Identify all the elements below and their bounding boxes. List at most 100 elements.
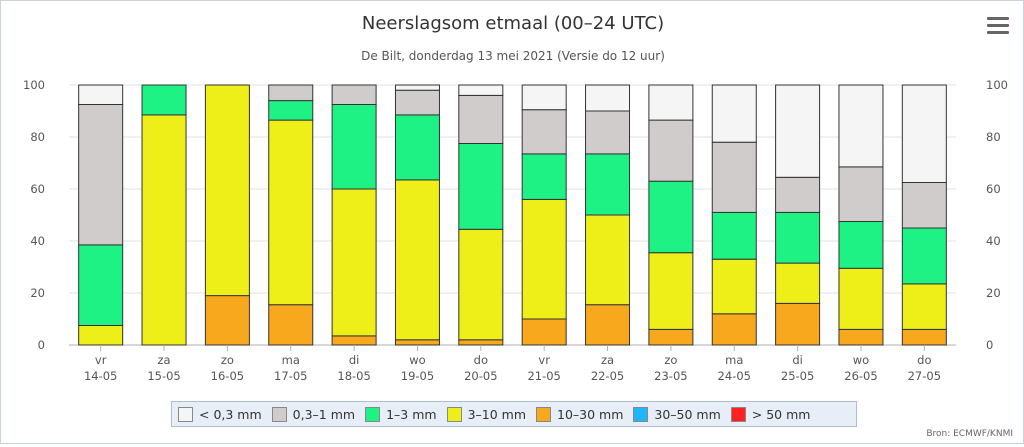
- bar-segment[interactable]: [204, 84, 250, 297]
- legend-swatch: [633, 406, 649, 422]
- legend-item[interactable]: 1–3 mm: [365, 404, 437, 424]
- y-tick-label-right: 20: [986, 286, 1001, 300]
- bar-segment[interactable]: [141, 114, 187, 346]
- bar-segment[interactable]: [521, 318, 567, 346]
- bar-segment[interactable]: [648, 328, 694, 346]
- legend-item[interactable]: 0,3–1 mm: [271, 404, 355, 424]
- y-tick-label-right: 80: [986, 130, 1001, 144]
- bar-stack[interactable]: [141, 84, 187, 346]
- bar-segment[interactable]: [901, 283, 947, 330]
- y-tick-label-left: 60: [30, 182, 45, 196]
- bar-segment[interactable]: [648, 84, 694, 121]
- bar-stack[interactable]: [268, 84, 314, 346]
- x-tick-label-date: 20-05: [464, 369, 497, 383]
- bar-segment[interactable]: [268, 84, 314, 102]
- bar-segment[interactable]: [394, 179, 440, 341]
- bar-segment[interactable]: [394, 84, 440, 91]
- bar-segment[interactable]: [775, 211, 821, 264]
- bar-segment[interactable]: [775, 262, 821, 304]
- legend-item[interactable]: < 0,3 mm: [178, 404, 262, 424]
- bar-segment[interactable]: [331, 104, 377, 190]
- bar-segment[interactable]: [648, 119, 694, 182]
- bar-segment[interactable]: [268, 100, 314, 121]
- bar-segment[interactable]: [331, 335, 377, 346]
- bar-segment[interactable]: [585, 153, 631, 216]
- bar-segment[interactable]: [78, 104, 124, 246]
- bar-segment[interactable]: [585, 214, 631, 306]
- bar-segment[interactable]: [838, 267, 884, 330]
- bar-segment[interactable]: [711, 141, 757, 213]
- bar-segment[interactable]: [78, 84, 124, 105]
- x-tick-label-date: 22-05: [591, 369, 624, 383]
- bar-segment[interactable]: [331, 188, 377, 337]
- bar-segment[interactable]: [901, 182, 947, 229]
- bar-segment[interactable]: [901, 328, 947, 346]
- bar-stack[interactable]: [648, 84, 694, 346]
- legend-item[interactable]: 10–30 mm: [536, 404, 623, 424]
- bar-segment[interactable]: [78, 244, 124, 326]
- bar-segment[interactable]: [458, 339, 504, 346]
- bar-segment[interactable]: [775, 176, 821, 213]
- bar-stack[interactable]: [585, 84, 631, 346]
- bar-segment[interactable]: [775, 302, 821, 346]
- bar-stack[interactable]: [775, 84, 821, 346]
- legend-item[interactable]: 30–50 mm: [633, 404, 721, 424]
- bar-segment[interactable]: [204, 295, 250, 346]
- bar-segment[interactable]: [901, 84, 947, 183]
- x-tick-label-day: do: [917, 353, 931, 367]
- bar-segment[interactable]: [838, 221, 884, 269]
- bar-segment[interactable]: [901, 227, 947, 285]
- bar-segment[interactable]: [711, 313, 757, 346]
- x-tick-label-date: 15-05: [147, 369, 180, 383]
- bar-segment[interactable]: [585, 84, 631, 112]
- chart-subtitle: De Bilt, donderdag 13 mei 2021 (Versie d…: [361, 49, 665, 63]
- bar-segment[interactable]: [648, 180, 694, 254]
- bar-segment[interactable]: [458, 228, 504, 341]
- bar-segment[interactable]: [521, 109, 567, 155]
- bar-segment[interactable]: [141, 84, 187, 116]
- legend-item[interactable]: > 50 mm: [730, 404, 810, 424]
- bar-segment[interactable]: [394, 114, 440, 181]
- bar-segment[interactable]: [521, 153, 567, 200]
- x-tick-label-day: wo: [409, 353, 425, 367]
- bar-segment[interactable]: [78, 325, 124, 346]
- bar-stack[interactable]: [204, 84, 250, 346]
- bar-segment[interactable]: [711, 211, 757, 260]
- bar-segment[interactable]: [648, 252, 694, 330]
- bar-segment[interactable]: [268, 119, 314, 306]
- x-tick-label-date: 23-05: [654, 369, 687, 383]
- credits[interactable]: Bron: ECMWF/KNMI: [926, 429, 1013, 439]
- bar-segment[interactable]: [521, 198, 567, 320]
- bar-segment[interactable]: [458, 143, 504, 230]
- bar-segment[interactable]: [838, 328, 884, 346]
- bar-stack[interactable]: [331, 84, 377, 346]
- y-tick-label-left: 100: [23, 78, 45, 92]
- bar-segment[interactable]: [268, 304, 314, 346]
- bar-segment[interactable]: [394, 339, 440, 346]
- bar-segment[interactable]: [585, 304, 631, 346]
- bar-segment[interactable]: [711, 258, 757, 315]
- bar-stack[interactable]: [711, 84, 757, 346]
- bar-segment[interactable]: [585, 110, 631, 155]
- legend-swatch: [271, 406, 287, 422]
- legend-item[interactable]: 3–10 mm: [446, 404, 526, 424]
- bar-segment[interactable]: [775, 84, 821, 178]
- bar-segment[interactable]: [458, 94, 504, 144]
- x-tick-label-date: 25-05: [781, 369, 814, 383]
- bar-segment[interactable]: [711, 84, 757, 143]
- bar-segment[interactable]: [838, 84, 884, 168]
- bar-stack[interactable]: [838, 84, 884, 346]
- bar-stack[interactable]: [394, 84, 440, 346]
- bar-segment[interactable]: [458, 84, 504, 96]
- bar-segment[interactable]: [394, 89, 440, 116]
- menu-icon[interactable]: [987, 17, 1009, 37]
- bar-stack[interactable]: [901, 84, 947, 346]
- bar-stack[interactable]: [78, 84, 124, 346]
- x-tick-label-day: do: [474, 353, 488, 367]
- x-tick-label-date: 24-05: [718, 369, 751, 383]
- bar-segment[interactable]: [331, 84, 377, 105]
- bar-stack[interactable]: [458, 84, 504, 346]
- bar-segment[interactable]: [838, 166, 884, 222]
- bar-segment[interactable]: [521, 84, 567, 111]
- bar-stack[interactable]: [521, 84, 567, 346]
